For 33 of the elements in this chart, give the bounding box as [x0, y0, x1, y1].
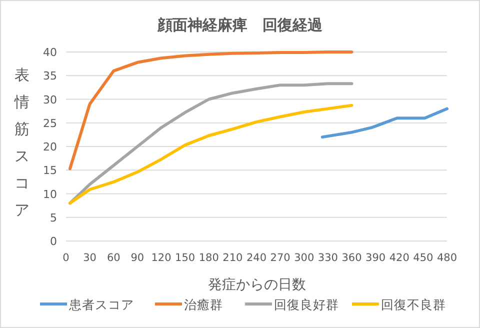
- x-tick-label: 330: [318, 252, 338, 264]
- x-tick-label: 480: [436, 252, 458, 264]
- legend-label: 患者スコア: [68, 297, 134, 312]
- y-axis-title: 表情筋スコア: [14, 66, 30, 219]
- x-tick-label: 240: [246, 252, 267, 264]
- x-tick-label: 360: [342, 252, 362, 264]
- x-tick-label: 420: [389, 252, 410, 264]
- x-tick-label: 270: [270, 252, 290, 264]
- chart-title: 顔面神経麻痺 回復経過: [156, 16, 324, 34]
- x-tick-label: 450: [413, 252, 434, 264]
- y-tick-label: 30: [43, 93, 57, 106]
- x-tick-label: 180: [198, 252, 219, 264]
- y-tick-label: 0: [50, 235, 57, 248]
- x-axis-title: 発症からの日数: [208, 277, 306, 293]
- y-tick-label: 35: [43, 70, 57, 83]
- legend-label: 回復不良群: [381, 297, 446, 312]
- y-tick-label: 15: [43, 164, 57, 178]
- y-tick-label: 10: [43, 188, 57, 201]
- x-tick-label: 150: [175, 252, 196, 264]
- x-tick-label: 390: [366, 252, 386, 264]
- x-tick-label: 120: [151, 252, 172, 264]
- x-tick-label: 30: [83, 252, 96, 264]
- y-tick-label: 20: [43, 140, 57, 154]
- x-tick-label: 0: [62, 252, 70, 264]
- x-tick-label: 90: [130, 252, 144, 264]
- y-tick-label: 40: [43, 46, 57, 59]
- y-tick-label: 5: [50, 211, 57, 224]
- x-tick-label: 300: [294, 252, 314, 264]
- legend-label: 治癒群: [184, 297, 223, 312]
- x-tick-label: 210: [222, 252, 243, 264]
- x-tick-label: 60: [106, 252, 120, 264]
- legend-label: 回復良好群: [274, 297, 339, 312]
- y-tick-label: 25: [43, 116, 57, 130]
